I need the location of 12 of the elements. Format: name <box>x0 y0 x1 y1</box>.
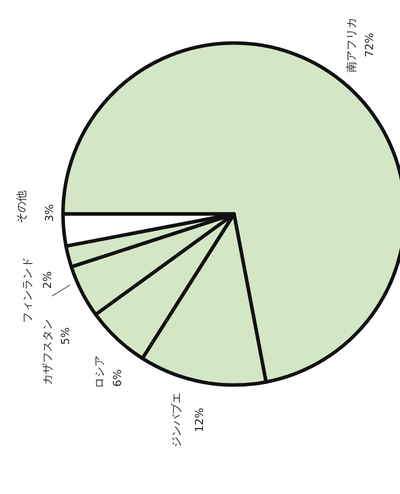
slice-label: カザフスタン <box>41 319 54 385</box>
slice-label: その他 <box>15 190 28 224</box>
slice-label: ロシア <box>93 356 106 388</box>
data-label: 2% <box>41 271 54 289</box>
data-label: 6% <box>111 369 124 387</box>
slice-label: フィンランド <box>21 257 34 323</box>
data-label: 3% <box>43 204 56 222</box>
slice-label: 南アフリカ <box>345 18 358 72</box>
data-label: 12% <box>193 408 206 432</box>
data-label: 5% <box>59 327 72 345</box>
data-label: 72% <box>363 32 376 58</box>
slice-label: ジンバブエ <box>170 392 184 448</box>
